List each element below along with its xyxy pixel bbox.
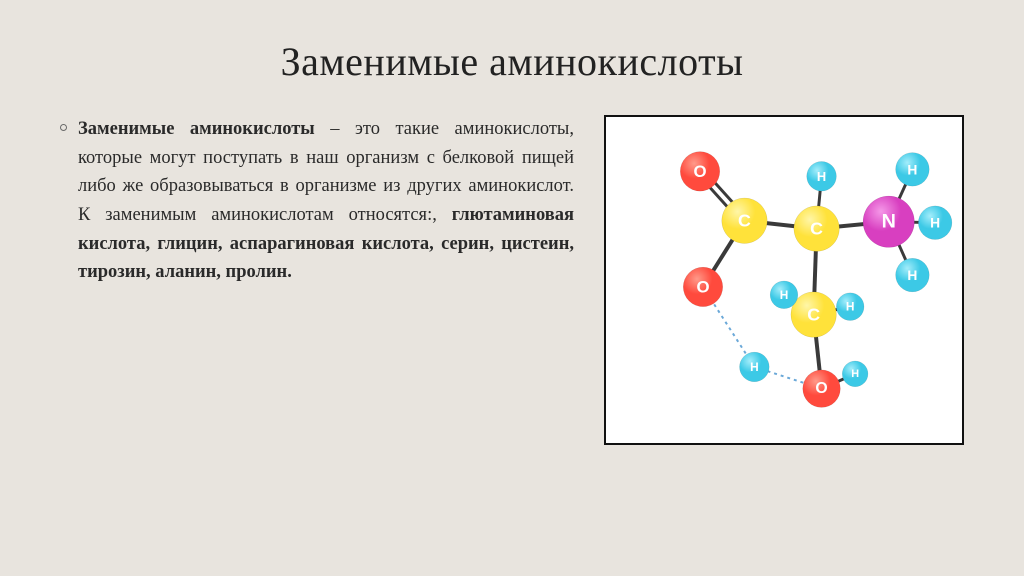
lead-bold: Заменимые аминокислоты [78, 119, 315, 139]
page-title: Заменимые аминокислоты [0, 0, 1024, 115]
bullet-icon [60, 124, 67, 131]
svg-text:H: H [851, 368, 859, 380]
svg-text:H: H [780, 288, 789, 302]
svg-text:H: H [750, 360, 759, 374]
svg-text:O: O [815, 380, 827, 397]
svg-text:H: H [846, 300, 855, 314]
svg-text:C: C [738, 211, 751, 231]
svg-text:N: N [882, 211, 896, 233]
svg-text:O: O [696, 277, 709, 296]
molecule-diagram: O C O C H C H H N H H H O H H [604, 115, 964, 445]
content-row: Заменимые аминокислоты – это такие амино… [0, 115, 1024, 445]
svg-text:H: H [930, 215, 940, 231]
svg-text:H: H [907, 161, 917, 177]
svg-text:O: O [693, 162, 706, 181]
svg-text:H: H [817, 169, 826, 184]
paragraph: Заменимые аминокислоты – это такие амино… [60, 115, 574, 445]
svg-text:C: C [807, 305, 820, 325]
molecule-svg: O C O C H C H H N H H H O H H [606, 117, 962, 443]
svg-text:C: C [810, 219, 823, 239]
svg-text:H: H [907, 267, 917, 283]
